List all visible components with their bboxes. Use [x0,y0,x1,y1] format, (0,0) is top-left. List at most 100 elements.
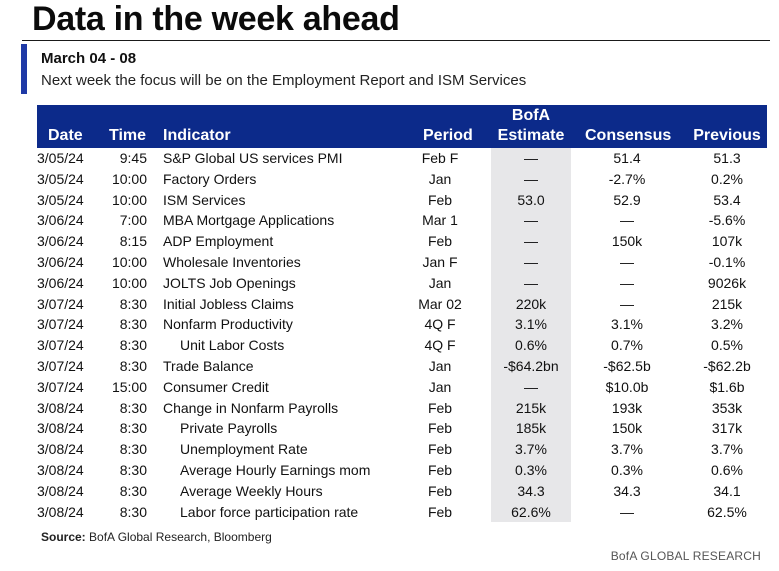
cell-consensus: 51.4 [613,150,641,166]
cell-indicator: Trade Balance [163,357,254,374]
source-text: BofA Global Research, Bloomberg [85,530,272,544]
header-previous: Previous [693,127,761,144]
cell-indicator: JOLTS Job Openings [163,274,296,291]
page-title: Data in the week ahead [32,0,400,38]
focus-subtitle: Next week the focus will be on the Emplo… [41,72,527,89]
cell-consensus: 193k [611,399,643,416]
cell-previous: 0.2% [711,170,743,187]
cell-time: 8:30 [119,316,147,333]
cell-previous: -$62.2b [703,357,751,374]
cell-period: Mar 02 [418,295,462,312]
source-note: Source: BofA Global Research, Bloomberg [41,530,272,544]
cell-previous: 0.6% [711,461,743,478]
cell-consensus: 0.7% [611,337,643,354]
cell-period: Feb [427,399,453,416]
bofa-estimate-column-shade [491,148,571,523]
cell-time: 8:30 [119,420,147,437]
cell-indicator: Average Weekly Hours [180,482,323,499]
cell-time: 8:15 [119,233,147,250]
cell-indicator: ADP Employment [163,233,274,250]
cell-bofa-estimate: 215k [515,399,547,416]
table-row: 3/06/24 7:00 MBA Mortgage Applications Mar … [37,210,767,231]
cell-time: 10:00 [111,191,147,208]
cell-date: 3/05/24 [37,191,84,208]
cell-previous: 9026k [707,274,747,291]
cell-previous: 34.1 [713,482,741,499]
cell-period: 4Q F [424,337,456,354]
cell-date: 3/08/24 [37,420,84,437]
cell-indicator: Private Payrolls [180,420,278,437]
cell-consensus: — [620,295,634,312]
cell-time: 8:30 [119,399,147,416]
cell-period: Feb F [421,150,459,166]
table-row: 3/05/24 10:00 Factory Orders Jan — -2.7% 0.2% [37,169,767,190]
date-range-subheader: March 04 - 08 [41,50,137,67]
cell-time: 9:45 [119,150,147,166]
cell-date: 3/07/24 [37,357,84,374]
title-divider [22,40,770,41]
cell-consensus: 34.3 [613,482,641,499]
cell-period: Jan F [422,253,458,270]
table-row: 3/07/24 15:00 Consumer Credit Jan — $10.0b $1.… [37,377,767,398]
table-row: 3/08/24 8:30 Labor force participation rat… [37,502,767,523]
cell-consensus: 150k [611,233,643,250]
header-time: Time [109,127,147,144]
cell-consensus: -$62.5b [603,357,651,374]
header-period: Period [423,127,473,144]
cell-bofa-estimate: 3.1% [515,316,547,333]
cell-date: 3/06/24 [37,253,84,270]
cell-period: Jan [428,274,452,291]
cell-date: 3/06/24 [37,212,84,229]
cell-time: 8:30 [119,295,147,312]
table-row: 3/05/24 9:45 S&P Global US services PMI Feb… [37,148,767,169]
cell-period: Feb [427,482,453,499]
cell-period: Jan [428,357,452,374]
cell-indicator: Change in Nonfarm Payrolls [163,399,339,416]
cell-consensus: -2.7% [608,170,646,187]
table-row: 3/08/24 8:30 Unemployment Rate Feb 3.7% 3.7% 3… [37,439,767,460]
table-row: 3/07/24 8:30 Initial Jobless Claims Mar 02 2… [37,294,767,315]
cell-period: Jan [428,378,452,395]
cell-previous: -0.1% [708,253,746,270]
table-row: 3/07/24 8:30 Trade Balance Jan -$64.2bn -$62.… [37,356,767,377]
cell-bofa-estimate: 62.6% [511,503,551,520]
cell-consensus: 150k [611,420,643,437]
cell-bofa-estimate: 34.3 [517,482,545,499]
cell-date: 3/07/24 [37,337,84,354]
cell-time: 8:30 [119,357,147,374]
cell-date: 3/08/24 [37,399,84,416]
cell-date: 3/07/24 [37,295,84,312]
cell-bofa-estimate: 220k [515,295,547,312]
brand-footer: BofA GLOBAL RESEARCH [610,549,761,563]
cell-bofa-estimate: — [524,212,538,229]
cell-previous: 317k [711,420,743,437]
table-row: 3/05/24 10:00 ISM Services Feb 53.0 52.9 53.4 [37,190,767,211]
cell-date: 3/08/24 [37,503,84,520]
cell-period: Feb [427,420,453,437]
cell-consensus: 52.9 [613,191,641,208]
table-row: 3/08/24 8:30 Private Payrolls Feb 185k 150k 31… [37,418,767,439]
table-row: 3/06/24 8:15 ADP Employment Feb — 150k 107k [37,231,767,252]
cell-bofa-estimate: 0.3% [515,461,547,478]
cell-date: 3/08/24 [37,441,84,458]
cell-bofa-estimate: — [524,253,538,270]
cell-period: Jan [428,170,452,187]
cell-date: 3/06/24 [37,233,84,250]
cell-bofa-estimate: — [524,150,538,166]
cell-bofa-estimate: 3.7% [515,441,547,458]
cell-previous: 62.5% [707,503,747,520]
cell-consensus: — [620,212,634,229]
cell-consensus: — [620,253,634,270]
cell-indicator: Labor force participation rate [180,503,359,520]
source-label: Source: [41,530,86,544]
cell-time: 10:00 [111,274,147,291]
cell-consensus: 3.7% [611,441,643,458]
cell-time: 8:30 [119,503,147,520]
cell-time: 7:00 [119,212,147,229]
table-row: 3/08/24 8:30 Average Hourly Earnings mom Fe… [37,460,767,481]
cell-previous: $1.6b [709,378,745,395]
cell-indicator: Consumer Credit [163,378,269,395]
cell-date: 3/07/24 [37,316,84,333]
cell-indicator: Wholesale Inventories [163,253,301,270]
cell-indicator: Initial Jobless Claims [163,295,294,312]
